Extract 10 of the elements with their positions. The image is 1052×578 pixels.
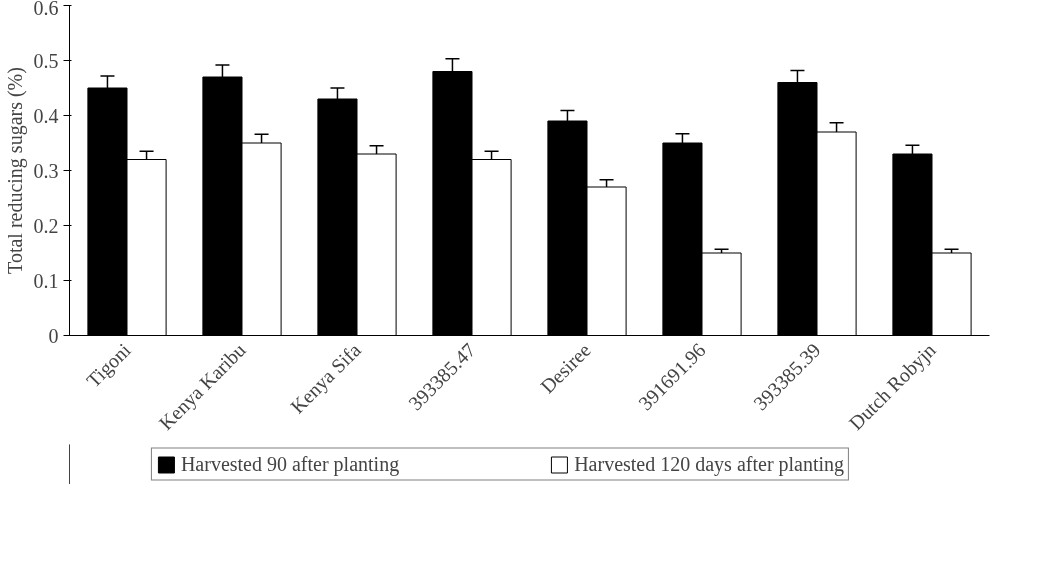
legend-label: Harvested 120 days after planting [574,452,845,476]
y-tick-label: 0.4 [33,104,59,127]
y-tick-label: 0.1 [33,269,59,292]
y-tick-label: 0.3 [33,159,59,182]
y-tick-label: 0.6 [33,0,59,19]
y-tick-label: 0.2 [33,214,59,237]
y-axis-title: Total reducing sugars (%) [3,67,27,274]
legend-label: Harvested 90 after planting [180,452,400,476]
y-tick-label: 0 [48,324,59,347]
y-tick-label: 0.5 [33,49,59,72]
